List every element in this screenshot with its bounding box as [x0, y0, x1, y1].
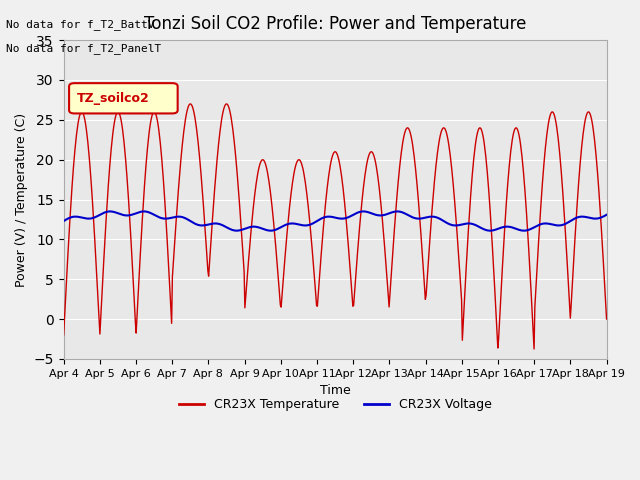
FancyBboxPatch shape: [69, 83, 178, 113]
Title: Tonzi Soil CO2 Profile: Power and Temperature: Tonzi Soil CO2 Profile: Power and Temper…: [144, 15, 526, 33]
Text: TZ_soilco2: TZ_soilco2: [77, 92, 150, 105]
X-axis label: Time: Time: [320, 384, 351, 397]
Text: No data for f_T2_PanelT: No data for f_T2_PanelT: [6, 43, 162, 54]
Y-axis label: Power (V) / Temperature (C): Power (V) / Temperature (C): [15, 112, 28, 287]
Legend: CR23X Temperature, CR23X Voltage: CR23X Temperature, CR23X Voltage: [173, 394, 497, 417]
Text: No data for f_T2_BattV: No data for f_T2_BattV: [6, 19, 155, 30]
